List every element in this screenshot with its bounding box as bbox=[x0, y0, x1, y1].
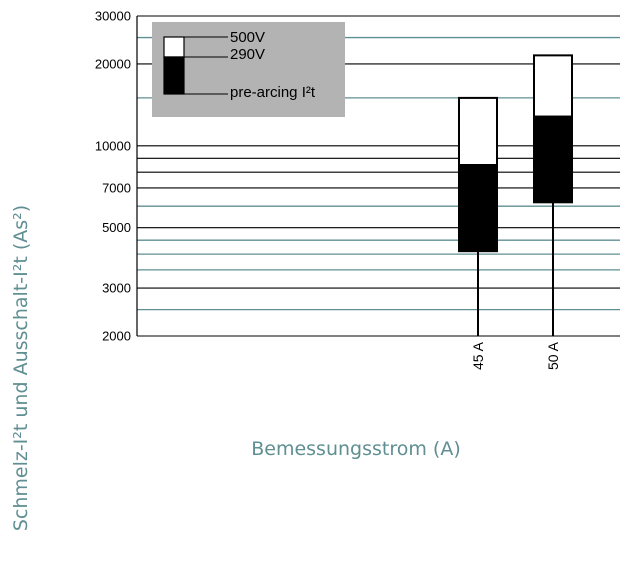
category-label-1: 50 A bbox=[545, 341, 561, 370]
bar-500v-0 bbox=[458, 96, 498, 167]
y-axis-title: Schmelz-I²t und Ausschalt-I²t (As²) bbox=[10, 205, 32, 531]
legend: 500V 290V pre-arcing I²t bbox=[152, 22, 345, 117]
legend-label-pre-arcing: pre-arcing I²t bbox=[230, 84, 316, 101]
bar-290v-0 bbox=[458, 164, 498, 253]
y-tick-label-3000: 3000 bbox=[102, 281, 131, 296]
legend-swatch-290v bbox=[163, 56, 185, 95]
category-label-0: 45 A bbox=[470, 341, 486, 370]
y-tick-label-20000: 20000 bbox=[95, 56, 131, 71]
bar-500v-1 bbox=[533, 54, 573, 118]
legend-label-500v: 500V bbox=[230, 29, 265, 46]
y-axis: 2000 3000 5000 7000 10000 20000 30000 bbox=[95, 9, 138, 344]
y-tick-label-2000: 2000 bbox=[102, 329, 131, 344]
y-tick-label-7000: 7000 bbox=[102, 180, 131, 195]
legend-label-290v: 290V bbox=[230, 46, 265, 63]
x-axis-title: Bemessungsstrom (A) bbox=[251, 438, 461, 460]
bars bbox=[458, 54, 573, 336]
y-tick-label-30000: 30000 bbox=[95, 9, 131, 24]
y-tick-label-5000: 5000 bbox=[102, 220, 131, 235]
category-labels: 45 A 50 A bbox=[470, 341, 561, 370]
bar-290v-1 bbox=[533, 115, 573, 204]
legend-swatch-500v bbox=[163, 36, 185, 58]
y-tick-label-10000: 10000 bbox=[95, 138, 131, 153]
